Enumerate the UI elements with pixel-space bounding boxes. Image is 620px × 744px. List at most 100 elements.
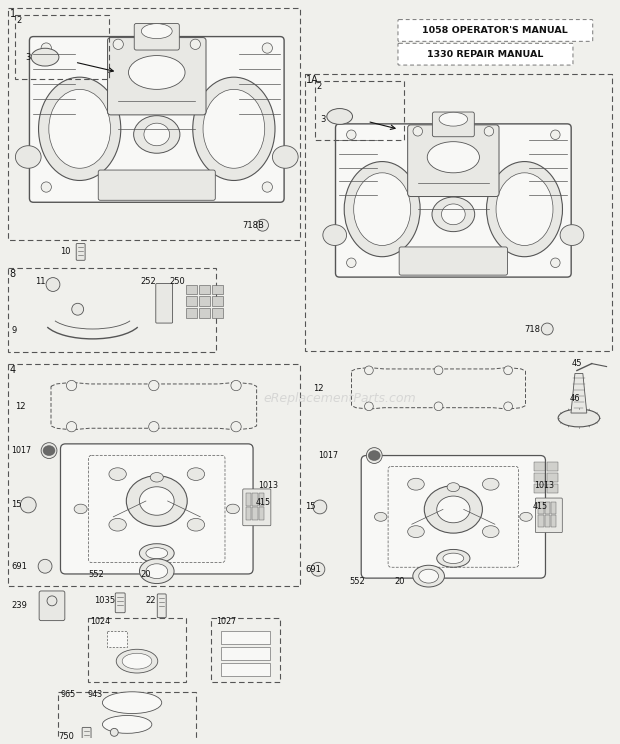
Ellipse shape [323,225,347,246]
Ellipse shape [439,112,467,126]
Text: 1330 REPAIR MANUAL: 1330 REPAIR MANUAL [427,50,544,59]
FancyBboxPatch shape [408,125,499,196]
Ellipse shape [49,89,110,168]
Bar [187,284,197,295]
FancyBboxPatch shape [398,19,593,42]
Text: 2: 2 [316,82,321,91]
Ellipse shape [520,513,532,522]
Ellipse shape [311,562,325,576]
Ellipse shape [257,219,268,231]
Ellipse shape [140,487,174,516]
Ellipse shape [427,141,479,173]
FancyBboxPatch shape [61,444,253,574]
Text: 1035: 1035 [94,597,115,606]
Ellipse shape [353,173,410,246]
Ellipse shape [146,548,167,559]
Ellipse shape [140,559,174,583]
Ellipse shape [482,526,499,538]
Bar [58,692,197,744]
Ellipse shape [413,126,422,136]
FancyBboxPatch shape [156,283,172,323]
Text: 4: 4 [9,365,16,374]
Ellipse shape [122,653,152,669]
Ellipse shape [551,130,560,139]
Text: 750: 750 [58,732,74,741]
Text: eReplacementParts.com: eReplacementParts.com [264,391,416,405]
Text: 46: 46 [570,394,580,403]
Ellipse shape [190,39,200,49]
Ellipse shape [203,89,265,168]
Ellipse shape [366,448,382,464]
Text: 9: 9 [11,327,17,336]
Ellipse shape [38,559,52,573]
Ellipse shape [187,519,205,531]
Bar [538,516,544,527]
Ellipse shape [187,468,205,481]
Ellipse shape [140,544,174,562]
Bar [212,284,223,295]
Ellipse shape [418,569,438,583]
Text: 20: 20 [394,577,404,586]
FancyBboxPatch shape [243,489,271,526]
Text: 718: 718 [525,324,541,333]
Ellipse shape [374,513,387,522]
Ellipse shape [149,380,159,391]
Ellipse shape [541,323,553,335]
Bar [9,7,300,240]
Ellipse shape [434,366,443,375]
Bar [107,632,127,647]
Bar [212,296,223,307]
Ellipse shape [128,56,185,89]
Ellipse shape [102,692,162,713]
Bar [534,473,545,482]
Bar [246,493,251,506]
Ellipse shape [496,173,553,246]
Text: 718B: 718B [243,221,265,230]
Text: 252: 252 [140,277,156,286]
Bar [212,308,223,318]
Ellipse shape [408,478,424,490]
Ellipse shape [504,402,513,411]
Ellipse shape [16,146,41,168]
Ellipse shape [424,486,482,533]
Bar [16,15,109,79]
Ellipse shape [365,366,373,375]
Ellipse shape [144,124,170,146]
Bar [305,74,611,350]
FancyBboxPatch shape [39,591,65,620]
Text: 3: 3 [320,115,326,124]
Ellipse shape [20,497,36,513]
Bar [551,502,556,514]
Bar [551,516,556,527]
Bar [211,618,280,682]
Ellipse shape [47,596,57,606]
FancyBboxPatch shape [82,728,91,741]
Text: 552: 552 [350,577,365,586]
Ellipse shape [487,161,562,257]
Bar [534,463,545,472]
Ellipse shape [116,650,157,673]
Ellipse shape [109,519,126,531]
Bar [187,296,197,307]
Text: 15: 15 [305,502,316,511]
Text: 45: 45 [572,359,582,368]
Text: 3: 3 [25,53,30,62]
Text: 12: 12 [313,384,324,393]
Text: 11: 11 [35,277,46,286]
Text: 20: 20 [140,570,151,579]
Ellipse shape [43,446,55,455]
Bar [221,663,270,676]
Ellipse shape [38,77,121,181]
Ellipse shape [347,130,356,139]
Ellipse shape [313,500,327,514]
Ellipse shape [272,146,298,168]
Ellipse shape [46,278,60,292]
Bar [545,516,550,527]
Text: 1013: 1013 [259,481,278,490]
FancyBboxPatch shape [399,247,508,275]
Ellipse shape [436,550,470,567]
FancyBboxPatch shape [29,36,284,202]
Ellipse shape [344,161,420,257]
Ellipse shape [66,422,77,432]
Bar [259,493,264,506]
